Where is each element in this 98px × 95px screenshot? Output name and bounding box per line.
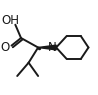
- Text: O: O: [0, 41, 10, 54]
- Polygon shape: [38, 45, 56, 50]
- Text: OH: OH: [2, 14, 20, 27]
- Text: N: N: [48, 41, 56, 54]
